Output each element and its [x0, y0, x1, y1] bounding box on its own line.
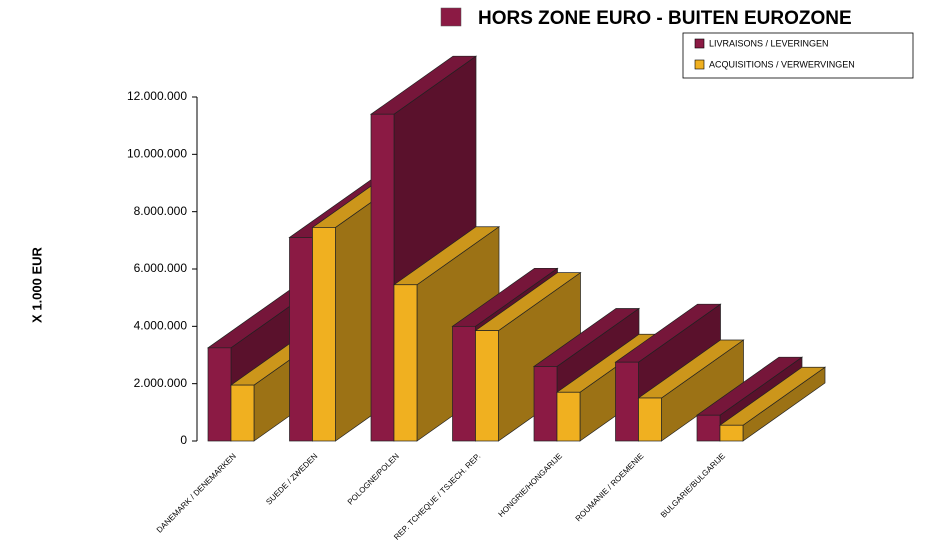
x-tick-label: ROUMANIE / ROEMENIE — [574, 452, 646, 524]
y-tick-label: 12.000.000 — [127, 89, 187, 103]
bar — [533, 366, 558, 442]
legend-swatch — [694, 59, 705, 70]
y-tick-label: 8.000.000 — [134, 204, 188, 218]
legend — [682, 32, 914, 79]
bar — [452, 325, 476, 442]
y-tick-label: 10.000.000 — [127, 147, 187, 161]
y-tick-label: 4.000.000 — [134, 319, 188, 333]
bar — [289, 237, 313, 442]
bar — [230, 384, 255, 442]
x-tick-label: REP. TCHEQUE / TSJECH. REP. — [392, 452, 482, 542]
legend-label: LIVRAISONS / LEVERINGEN — [709, 38, 829, 48]
bar — [696, 414, 721, 442]
x-tick-label: DANEMARK / DENEMARKEN — [155, 451, 238, 534]
bar — [207, 347, 232, 442]
title-marker — [440, 7, 462, 27]
bar — [475, 330, 499, 442]
bar — [719, 424, 744, 442]
y-tick-label: 6.000.000 — [134, 261, 188, 275]
bar — [312, 227, 336, 442]
x-tick-label: BULGARIE/BULGARIJE — [659, 452, 727, 520]
bar — [615, 361, 639, 442]
bar — [370, 113, 395, 442]
y-tick-label: 2.000.000 — [134, 376, 188, 390]
legend-swatch — [694, 38, 705, 49]
x-tick-label: SUEDE / ZWEDEN — [264, 451, 319, 506]
y-axis-label: X 1.000 EUR — [29, 246, 44, 322]
y-tick-label: 0 — [180, 433, 187, 447]
bar — [638, 397, 662, 442]
chart-title: HORS ZONE EURO - BUITEN EUROZONE — [478, 8, 852, 29]
bar — [556, 391, 581, 442]
x-tick-label: POLOGNE/POLEN — [346, 451, 401, 506]
x-tick-label: HONGRIE/HONGARIJE — [497, 452, 564, 519]
bar — [393, 284, 418, 442]
legend-label: ACQUISITIONS / VERWERVINGEN — [709, 59, 855, 69]
